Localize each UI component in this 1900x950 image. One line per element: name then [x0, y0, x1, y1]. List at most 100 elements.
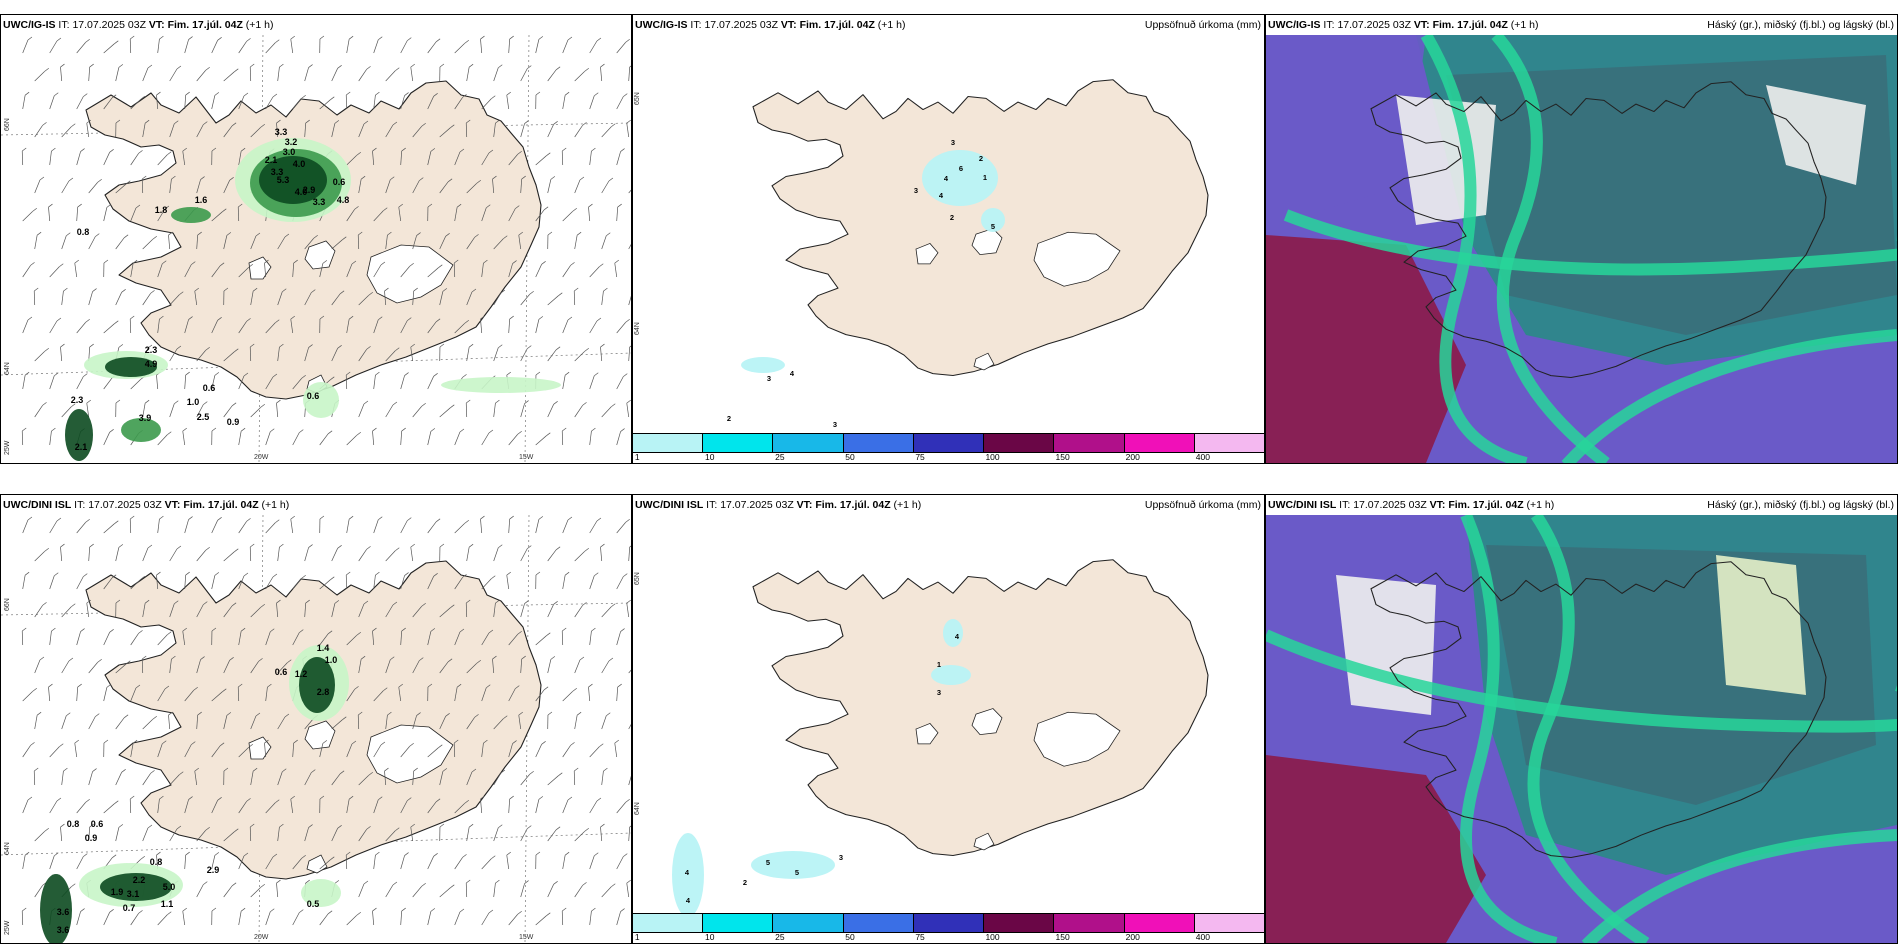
accumulated-precip-map[interactable]: 3 2 6 4 3 4 1 2 5 4 3 2 3 3 65N 64N [633, 35, 1264, 433]
wind-barb [103, 432, 110, 446]
wind-barb [493, 718, 504, 730]
wind-barb [292, 743, 295, 758]
iceland-coastline [1370, 561, 1827, 859]
wind-barb-tick [109, 909, 114, 913]
accum-precip-area [751, 851, 835, 879]
wind-barb-tick [454, 739, 459, 744]
wind-barb-tick [468, 543, 474, 548]
precip-area [301, 879, 341, 907]
wind-barb [184, 855, 187, 870]
wind-barb [400, 855, 405, 870]
wind-barb [562, 265, 571, 278]
wind-barb-tick [626, 119, 631, 124]
precip-wind-map[interactable]: 1.4 1.0 0.6 1.2 2.8 0.8 0.6 0.9 0.8 2.2 1.9 5.0 3.1 1… [1, 515, 631, 943]
wind-barb-tick [203, 881, 208, 885]
wind-barb [628, 547, 631, 562]
cloud-contour [1460, 515, 1558, 943]
wind-barb-tick [77, 203, 82, 208]
wind-barb-tick [179, 771, 184, 776]
wind-barb-tick [56, 37, 62, 42]
wind-barb [616, 687, 619, 702]
wind-barb [454, 857, 463, 870]
wind-barb-tick [144, 399, 150, 404]
wind-barb-tick [629, 825, 631, 828]
wind-barb-tick [243, 572, 249, 577]
wind-barb [331, 68, 338, 82]
wind-barb [115, 663, 127, 674]
wind-barb [493, 403, 496, 418]
wind-barb-tick [287, 659, 292, 664]
wind-barb-tick [500, 289, 506, 294]
wind-barb [520, 659, 523, 674]
wind-barb-tick [308, 544, 313, 548]
wind-barb [142, 239, 154, 250]
precip-area [40, 874, 72, 943]
wind-barb-tick [293, 259, 298, 264]
wind-barb-tick [378, 796, 383, 801]
wind-barb [86, 603, 90, 618]
cloud-cover-map[interactable] [1266, 515, 1897, 943]
wind-barb [184, 375, 187, 390]
legend-label: 400 [1195, 452, 1210, 462]
wind-barb [76, 376, 84, 390]
wind-barb [520, 774, 530, 786]
wind-barb [508, 914, 518, 926]
wind-barb [223, 605, 233, 618]
wind-barb-tick [140, 95, 145, 100]
wind-barb-tick [109, 429, 114, 433]
wind-barb [22, 319, 29, 334]
wind-barb [400, 266, 410, 278]
wind-barb [574, 551, 586, 562]
wind-barb [196, 604, 204, 618]
wind-barb-tick [515, 685, 520, 689]
wind-barb [400, 375, 405, 390]
accumulated-precip-map[interactable]: 4 1 3 5 5 2 3 4 4 65N 64N [633, 515, 1264, 913]
wind-barb [22, 745, 31, 758]
wind-barb [182, 431, 186, 446]
wind-barb-tick [238, 203, 243, 208]
wind-barb-tick [572, 207, 577, 212]
wind-barb-tick [308, 64, 313, 68]
wind-barb-tick [42, 122, 47, 126]
wind-barb [493, 603, 496, 618]
wind-barb [157, 319, 160, 334]
wind-barb [562, 39, 569, 54]
wind-barb [562, 211, 574, 222]
wind-barb-tick [433, 853, 438, 857]
wind-barb [142, 67, 149, 82]
wind-barb [400, 151, 403, 166]
wind-barb-tick [284, 713, 290, 718]
wind-barb-tick [346, 571, 351, 576]
wind-barb [601, 606, 612, 618]
wind-barb [454, 631, 461, 646]
wind-barb-tick [109, 149, 114, 153]
accum-value: 5 [795, 868, 799, 877]
wind-barb-tick [138, 150, 143, 154]
wind-barb-tick [246, 798, 251, 802]
wind-barb-tick [339, 770, 345, 775]
wind-barb-tick [401, 627, 406, 632]
precip-value: 4.8 [337, 195, 350, 205]
wind-barb [481, 743, 484, 758]
wind-barb-tick [378, 516, 383, 521]
wind-barb-tick [188, 796, 193, 800]
wind-barb-tick [617, 683, 622, 688]
wind-barb-tick [570, 262, 575, 266]
wind-barb [130, 633, 139, 646]
precip-wind-map[interactable]: 3.3 2.1 3.2 3.0 4.0 3.3 5.3 2.9 0.6 4.0 3.3 4.8 0.8 1… [1, 35, 631, 463]
wind-barb-tick [410, 823, 415, 828]
wind-barb-tick [115, 399, 121, 404]
wind-barb [157, 519, 160, 534]
wind-barb-tick [383, 207, 388, 212]
wind-barb [196, 550, 206, 562]
precip-value: 2.5 [197, 412, 210, 422]
wind-barb [238, 151, 242, 166]
wind-barb-tick [459, 148, 465, 153]
legend-swatch [984, 914, 1055, 932]
cloud-cover-map[interactable] [1266, 35, 1897, 463]
wind-barb-tick [591, 147, 596, 152]
wind-barb-tick [509, 315, 514, 320]
wind-barb [493, 772, 502, 786]
wind-barb-tick [626, 399, 631, 404]
wind-barb [358, 123, 365, 138]
